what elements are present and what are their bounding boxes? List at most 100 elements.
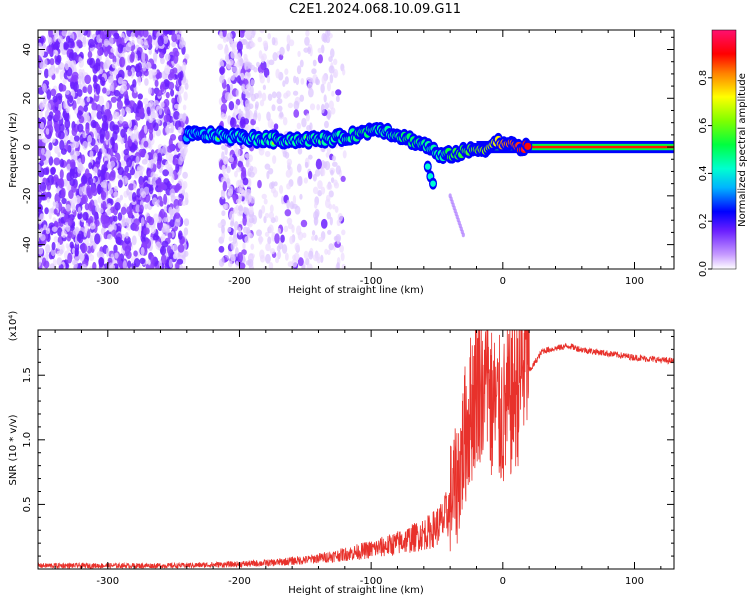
noise-blob bbox=[158, 259, 163, 269]
noise-blob bbox=[164, 262, 170, 269]
snr-content bbox=[38, 330, 674, 569]
noise-blob bbox=[321, 168, 326, 177]
spectrogram-xlabel: Height of straight line (km) bbox=[288, 285, 424, 296]
noise-blob bbox=[130, 133, 137, 142]
noise-blob bbox=[156, 90, 163, 97]
noise-blob bbox=[145, 154, 149, 160]
noise-blob bbox=[327, 229, 332, 235]
noise-blob bbox=[108, 52, 115, 60]
noise-blob bbox=[315, 158, 322, 170]
noise-blob bbox=[155, 241, 162, 250]
noise-blob bbox=[164, 64, 171, 75]
noise-blob bbox=[153, 51, 158, 62]
noise-blob bbox=[242, 226, 249, 234]
noise-blob bbox=[241, 83, 246, 91]
noise-blob bbox=[141, 159, 148, 165]
noise-blob bbox=[229, 83, 234, 91]
noise-blob bbox=[90, 119, 97, 129]
noise-blob bbox=[39, 61, 46, 70]
noise-blob bbox=[255, 61, 260, 68]
noise-blob bbox=[84, 74, 92, 85]
noise-blob bbox=[92, 74, 97, 83]
noise-blob bbox=[282, 117, 288, 126]
noise-blob bbox=[122, 46, 127, 53]
noise-blob bbox=[85, 114, 89, 122]
noise-blob bbox=[244, 235, 250, 244]
noise-blob bbox=[145, 238, 152, 249]
noise-blob bbox=[131, 161, 136, 167]
noise-blob bbox=[179, 147, 185, 154]
noise-blob bbox=[234, 170, 238, 178]
noise-blob bbox=[64, 89, 70, 95]
noise-blob bbox=[172, 244, 179, 253]
noise-blob bbox=[63, 42, 70, 50]
noise-blob bbox=[159, 57, 165, 65]
noise-blob bbox=[103, 231, 109, 240]
noise-blob bbox=[223, 157, 228, 165]
noise-blob bbox=[106, 209, 112, 216]
noise-blob bbox=[297, 147, 303, 155]
noise-blob bbox=[266, 75, 271, 84]
noise-blob bbox=[165, 125, 170, 135]
noise-blob bbox=[329, 48, 335, 58]
noise-blob bbox=[283, 225, 289, 233]
noise-blob bbox=[77, 30, 81, 38]
noise-blob bbox=[328, 243, 334, 251]
noise-blob bbox=[328, 190, 334, 198]
noise-blob bbox=[44, 207, 49, 215]
noise-blob bbox=[242, 177, 249, 186]
noise-blob bbox=[64, 112, 70, 122]
noise-blob bbox=[314, 169, 321, 177]
noise-blob bbox=[276, 91, 282, 99]
noise-blob bbox=[86, 96, 91, 103]
snr-xtick-label: 100 bbox=[625, 576, 644, 587]
noise-blob bbox=[286, 183, 292, 190]
noise-blob bbox=[286, 217, 293, 225]
noise-blob bbox=[320, 254, 324, 263]
noise-blob bbox=[58, 130, 65, 140]
noise-blob bbox=[291, 224, 295, 234]
noise-blob bbox=[42, 43, 46, 49]
noise-blob bbox=[87, 176, 94, 186]
noise-blob bbox=[245, 90, 250, 97]
noise-blob bbox=[56, 178, 62, 186]
noise-blob bbox=[61, 197, 67, 205]
noise-blob bbox=[111, 229, 117, 237]
noise-blob bbox=[100, 190, 107, 201]
noise-blob bbox=[71, 71, 79, 79]
snr-xtick-label: -300 bbox=[96, 576, 119, 587]
snr-xtick-label: 0 bbox=[500, 576, 506, 587]
noise-blob bbox=[285, 169, 292, 178]
noise-blob bbox=[89, 254, 95, 261]
noise-blob bbox=[88, 162, 93, 170]
noise-blob bbox=[299, 94, 305, 102]
noise-blob bbox=[323, 94, 327, 103]
noise-blob bbox=[268, 261, 274, 269]
noise-blob bbox=[113, 215, 118, 222]
noise-blob bbox=[92, 261, 97, 269]
noise-blob bbox=[133, 218, 140, 227]
noise-blob bbox=[265, 253, 271, 264]
noise-blob bbox=[237, 205, 244, 212]
noise-blob bbox=[258, 235, 263, 245]
noise-blob bbox=[87, 38, 95, 49]
noise-blob bbox=[244, 153, 251, 159]
noise-blob bbox=[146, 106, 151, 115]
noise-blob bbox=[173, 30, 179, 34]
noise-blob bbox=[117, 43, 124, 54]
noise-blob bbox=[138, 39, 144, 46]
noise-blob bbox=[51, 241, 56, 251]
noise-blob bbox=[116, 99, 123, 110]
spectral-tail bbox=[448, 193, 465, 238]
noise-blob bbox=[153, 122, 159, 132]
noise-blob bbox=[82, 140, 88, 150]
noise-blob bbox=[289, 201, 294, 210]
noise-blob bbox=[114, 111, 120, 120]
branch-blob bbox=[424, 163, 431, 170]
noise-blob bbox=[88, 202, 93, 212]
noise-blob bbox=[250, 243, 255, 250]
noise-blob bbox=[107, 233, 113, 240]
noise-blob bbox=[156, 160, 162, 170]
noise-blob bbox=[102, 62, 108, 70]
noise-blob bbox=[91, 186, 98, 197]
